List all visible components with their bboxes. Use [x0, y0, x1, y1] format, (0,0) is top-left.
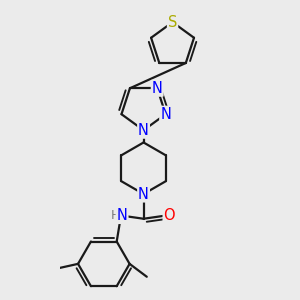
Text: N: N — [138, 187, 149, 202]
Text: H: H — [111, 209, 120, 222]
Text: N: N — [160, 107, 171, 122]
Text: O: O — [164, 208, 175, 223]
Text: N: N — [117, 208, 128, 223]
Text: S: S — [168, 15, 177, 30]
Text: N: N — [138, 123, 149, 138]
Text: N: N — [152, 81, 163, 96]
